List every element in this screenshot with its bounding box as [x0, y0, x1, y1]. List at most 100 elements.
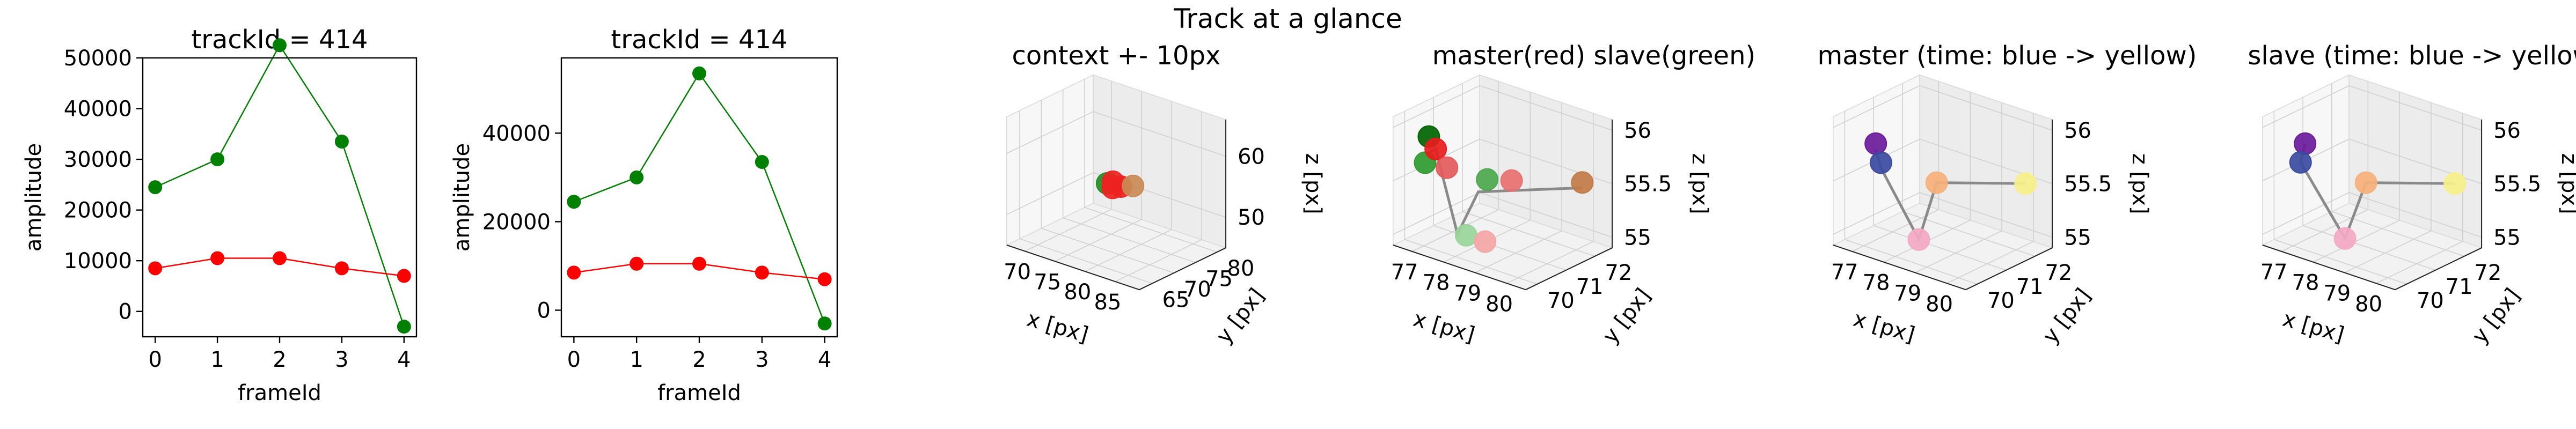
chart-3d-3: master (time: blue -> yellow)77 78 79 80 707… — [1818, 41, 2197, 348]
data-point — [273, 251, 287, 265]
data-point — [2354, 171, 2377, 194]
x-tick-label: 79 — [2323, 282, 2351, 306]
plot-frame — [560, 57, 838, 338]
y-tick-label: 70 — [2417, 289, 2444, 313]
y-tick-label: 40000 — [64, 97, 132, 122]
grid-line — [1393, 192, 1480, 235]
series-line — [573, 72, 825, 324]
x-tick-label: 70 — [1004, 260, 1031, 284]
figure-suptitle: Track at a glance — [1173, 3, 1402, 34]
z-tick-label: 56 — [2064, 119, 2091, 143]
y-tick-label: 70 — [1987, 289, 2015, 313]
grid-line — [1115, 239, 1202, 282]
z-axis-label: z [px] — [1687, 153, 1712, 214]
x-tick-label: 2 — [692, 347, 706, 372]
z-tick-label: 55 — [2064, 225, 2091, 250]
grid-line — [1006, 111, 1094, 154]
charts: trackId = 414 0 1 2 3 4 0 10000 20000 30000 40000 5… — [21, 25, 2576, 405]
grid-line — [2376, 241, 2463, 284]
y-tick-label: 71 — [2446, 275, 2473, 299]
z-tick-label: 56 — [2493, 119, 2521, 143]
y-tick-label: 70 — [1184, 277, 1211, 302]
axis-line — [1393, 245, 1526, 291]
grid-line — [2262, 192, 2350, 235]
x-tick-label: 80 — [2355, 292, 2382, 316]
z-axis-label: z [px] — [2127, 153, 2152, 214]
data-point — [1864, 132, 1887, 155]
grid-line — [1093, 111, 1226, 157]
x-axis-label: x [px] — [1850, 307, 1918, 347]
y-tick-label: 50000 — [64, 46, 132, 71]
series-line — [155, 43, 405, 327]
data-point — [2333, 227, 2357, 250]
x-tick-label: 80 — [1485, 292, 1513, 316]
grid-line — [1019, 238, 1153, 284]
grid-line — [2344, 230, 2432, 273]
axis-line — [1833, 245, 1966, 291]
data-point — [148, 180, 163, 195]
y-tick-label: 72 — [2474, 261, 2501, 285]
x-tick-label: 85 — [1094, 290, 1122, 315]
grid-line — [1479, 85, 1613, 131]
y-tick-label: 80 — [1227, 256, 1255, 281]
axis-line — [1006, 245, 1140, 291]
data-point — [2289, 151, 2312, 174]
y-axis-label: y [px] — [2467, 284, 2525, 348]
x-tick-label: 3 — [755, 347, 769, 372]
data-point — [1424, 137, 1447, 160]
data-point — [210, 152, 225, 167]
data-point — [630, 170, 644, 184]
grid-line — [1475, 230, 1562, 273]
data-point — [334, 261, 349, 276]
y-tick-label: 65 — [1162, 288, 1190, 313]
y-tick-label: 20000 — [482, 210, 551, 234]
z-tick-label: 60 — [1238, 144, 1265, 169]
grid-line — [1946, 241, 2034, 284]
grid-line — [1873, 225, 2007, 271]
grid-line — [1055, 219, 1142, 262]
y-tick-label: 10000 — [64, 249, 132, 273]
grid-line — [1006, 172, 1094, 215]
grid-line — [2262, 85, 2350, 128]
x-tick-label: 79 — [1894, 282, 1921, 306]
z-tick-label: 56 — [1624, 119, 1651, 143]
x-tick-label: 80 — [1926, 292, 1953, 316]
data-point — [1500, 169, 1523, 192]
x-axis-label: frameId — [238, 381, 321, 405]
grid-line — [2348, 192, 2482, 238]
data-point — [1436, 156, 1459, 179]
data-point — [1907, 228, 1930, 251]
grid-line — [1462, 211, 1596, 257]
grid-line — [1851, 209, 1939, 252]
x-tick-label: 0 — [148, 347, 162, 372]
grid-line — [1833, 192, 1920, 235]
grid-line — [1041, 228, 1174, 273]
data-point — [210, 251, 225, 265]
y-tick-label: 70 — [1547, 289, 1575, 313]
data-point — [692, 256, 706, 271]
grid-line — [1833, 85, 1920, 128]
grid-line — [1085, 229, 1172, 272]
grid-line — [1915, 230, 2002, 273]
plot-frame — [142, 57, 418, 338]
x-tick-label: 80 — [1064, 280, 1091, 305]
grid-line — [2302, 225, 2436, 271]
data-point — [397, 269, 411, 283]
data-point — [397, 320, 411, 334]
data-point — [2443, 172, 2467, 195]
y-axis-label: y [px] — [2038, 284, 2096, 348]
data-point — [1476, 168, 1499, 191]
x-tick-label: 4 — [818, 347, 831, 372]
x-tick-label: 2 — [273, 347, 286, 372]
y-tick-label: 40000 — [482, 121, 551, 146]
data-point — [817, 316, 832, 331]
x-tick-label: 77 — [1831, 260, 1858, 285]
data-point — [1571, 171, 1594, 194]
chart-title: master(red) slave(green) — [1432, 41, 1755, 71]
grid-line — [2274, 239, 2407, 285]
axis-line — [1965, 247, 2053, 291]
z-axis-label: z [px] — [1301, 153, 1326, 214]
